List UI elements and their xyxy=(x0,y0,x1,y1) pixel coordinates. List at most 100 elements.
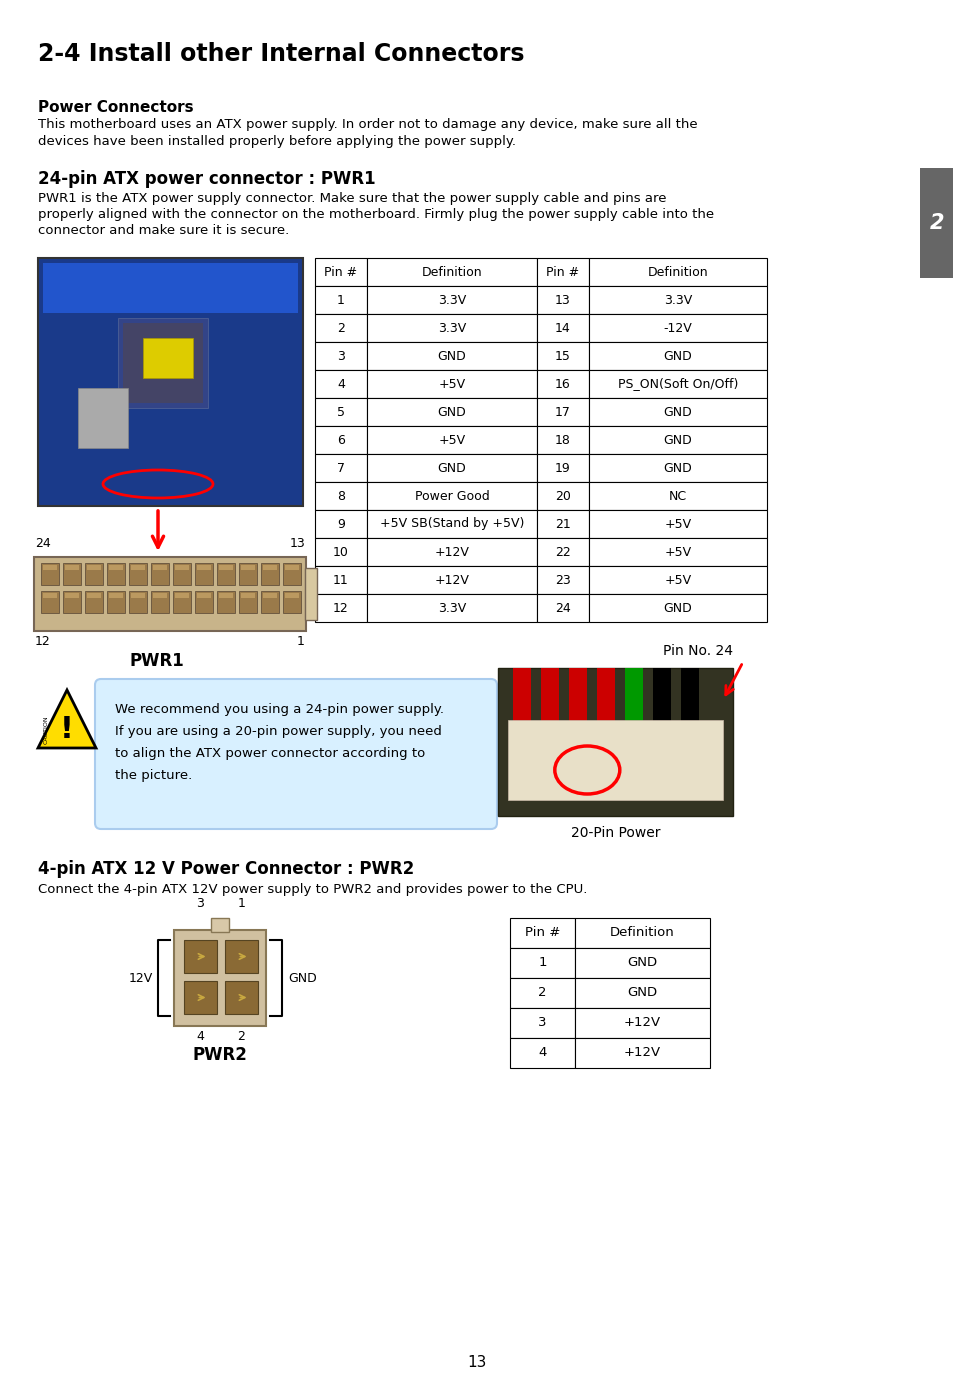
Bar xyxy=(537,454,588,482)
Bar xyxy=(568,668,586,723)
Bar xyxy=(367,258,537,286)
Bar xyxy=(588,369,766,399)
Text: Pin #: Pin # xyxy=(546,265,579,279)
Text: GND: GND xyxy=(437,406,466,418)
Text: 14: 14 xyxy=(555,322,570,335)
Text: 3: 3 xyxy=(196,896,204,910)
Bar xyxy=(261,591,278,613)
Text: 16: 16 xyxy=(555,378,570,390)
Bar xyxy=(588,482,766,510)
Bar xyxy=(174,565,189,570)
Text: 11: 11 xyxy=(333,573,349,587)
Bar xyxy=(184,940,216,973)
Text: PWR2: PWR2 xyxy=(193,1046,247,1064)
Text: We recommend you using a 24-pin power supply.: We recommend you using a 24-pin power su… xyxy=(115,703,443,717)
Bar xyxy=(314,342,367,369)
Text: PWR1: PWR1 xyxy=(129,652,184,671)
Bar xyxy=(588,314,766,342)
Bar xyxy=(109,592,123,598)
Text: 20-Pin Power: 20-Pin Power xyxy=(570,827,659,841)
Bar xyxy=(575,1039,709,1068)
Bar xyxy=(107,591,125,613)
Bar xyxy=(510,919,575,948)
Text: GND: GND xyxy=(627,956,657,969)
Bar xyxy=(261,563,278,585)
Text: 4: 4 xyxy=(196,1030,204,1043)
Text: 4: 4 xyxy=(336,378,345,390)
Text: 1: 1 xyxy=(336,294,345,307)
Text: 12V: 12V xyxy=(129,972,152,984)
Bar xyxy=(314,399,367,427)
Bar xyxy=(537,369,588,399)
Bar xyxy=(196,592,211,598)
Text: 7: 7 xyxy=(336,461,345,474)
Text: 2: 2 xyxy=(237,1030,245,1043)
Text: 13: 13 xyxy=(467,1355,486,1370)
FancyBboxPatch shape xyxy=(95,679,497,829)
Text: 2: 2 xyxy=(929,213,943,233)
Bar xyxy=(241,592,254,598)
FancyBboxPatch shape xyxy=(34,558,306,631)
Polygon shape xyxy=(38,690,96,749)
Bar xyxy=(537,566,588,594)
Text: 1: 1 xyxy=(296,636,305,648)
Bar xyxy=(219,592,233,598)
Bar xyxy=(575,919,709,948)
Bar xyxy=(219,565,233,570)
Bar xyxy=(588,286,766,314)
Text: 9: 9 xyxy=(336,517,345,531)
Bar xyxy=(575,979,709,1008)
Bar xyxy=(43,263,297,314)
Text: 3.3V: 3.3V xyxy=(437,322,466,335)
Text: GND: GND xyxy=(437,461,466,474)
Bar xyxy=(151,591,169,613)
Bar xyxy=(367,399,537,427)
Bar xyxy=(78,388,128,447)
Bar xyxy=(143,337,193,378)
Text: Connect the 4-pin ATX 12V power supply to PWR2 and provides power to the CPU.: Connect the 4-pin ATX 12V power supply t… xyxy=(38,882,587,896)
Bar xyxy=(239,563,256,585)
Text: 13: 13 xyxy=(555,294,570,307)
Bar xyxy=(367,482,537,510)
Text: NC: NC xyxy=(668,489,686,502)
Text: the picture.: the picture. xyxy=(115,769,193,782)
Text: 4-pin ATX 12 V Power Connector : PWR2: 4-pin ATX 12 V Power Connector : PWR2 xyxy=(38,860,414,878)
Bar xyxy=(194,563,213,585)
Bar xyxy=(680,668,699,723)
FancyBboxPatch shape xyxy=(919,169,953,277)
Bar xyxy=(314,594,367,622)
Bar xyxy=(194,591,213,613)
Bar xyxy=(314,427,367,454)
Text: devices have been installed properly before applying the power supply.: devices have been installed properly bef… xyxy=(38,135,516,148)
Bar xyxy=(510,1039,575,1068)
Bar xyxy=(497,668,732,815)
Bar xyxy=(239,591,256,613)
Text: 3.3V: 3.3V xyxy=(437,294,466,307)
Text: Definition: Definition xyxy=(647,265,707,279)
Bar xyxy=(575,948,709,979)
Bar xyxy=(263,592,276,598)
Bar xyxy=(225,981,257,1013)
Bar xyxy=(507,719,722,800)
Text: 5: 5 xyxy=(336,406,345,418)
Bar xyxy=(87,565,101,570)
Bar xyxy=(109,565,123,570)
Text: 8: 8 xyxy=(336,489,345,502)
Bar xyxy=(597,668,615,723)
Bar xyxy=(537,399,588,427)
FancyBboxPatch shape xyxy=(173,930,266,1026)
Text: 17: 17 xyxy=(555,406,570,418)
FancyBboxPatch shape xyxy=(38,258,303,506)
Bar xyxy=(87,592,101,598)
Text: 10: 10 xyxy=(333,545,349,559)
Text: GND: GND xyxy=(663,601,692,615)
Text: PWR1 is the ATX power supply connector. Make sure that the power supply cable an: PWR1 is the ATX power supply connector. … xyxy=(38,192,666,205)
Bar xyxy=(314,538,367,566)
Bar xyxy=(537,538,588,566)
Bar xyxy=(314,314,367,342)
Text: 24-pin ATX power connector : PWR1: 24-pin ATX power connector : PWR1 xyxy=(38,170,375,188)
Bar xyxy=(367,342,537,369)
Bar xyxy=(314,566,367,594)
Bar xyxy=(43,565,57,570)
Text: CAUTION: CAUTION xyxy=(44,715,49,744)
